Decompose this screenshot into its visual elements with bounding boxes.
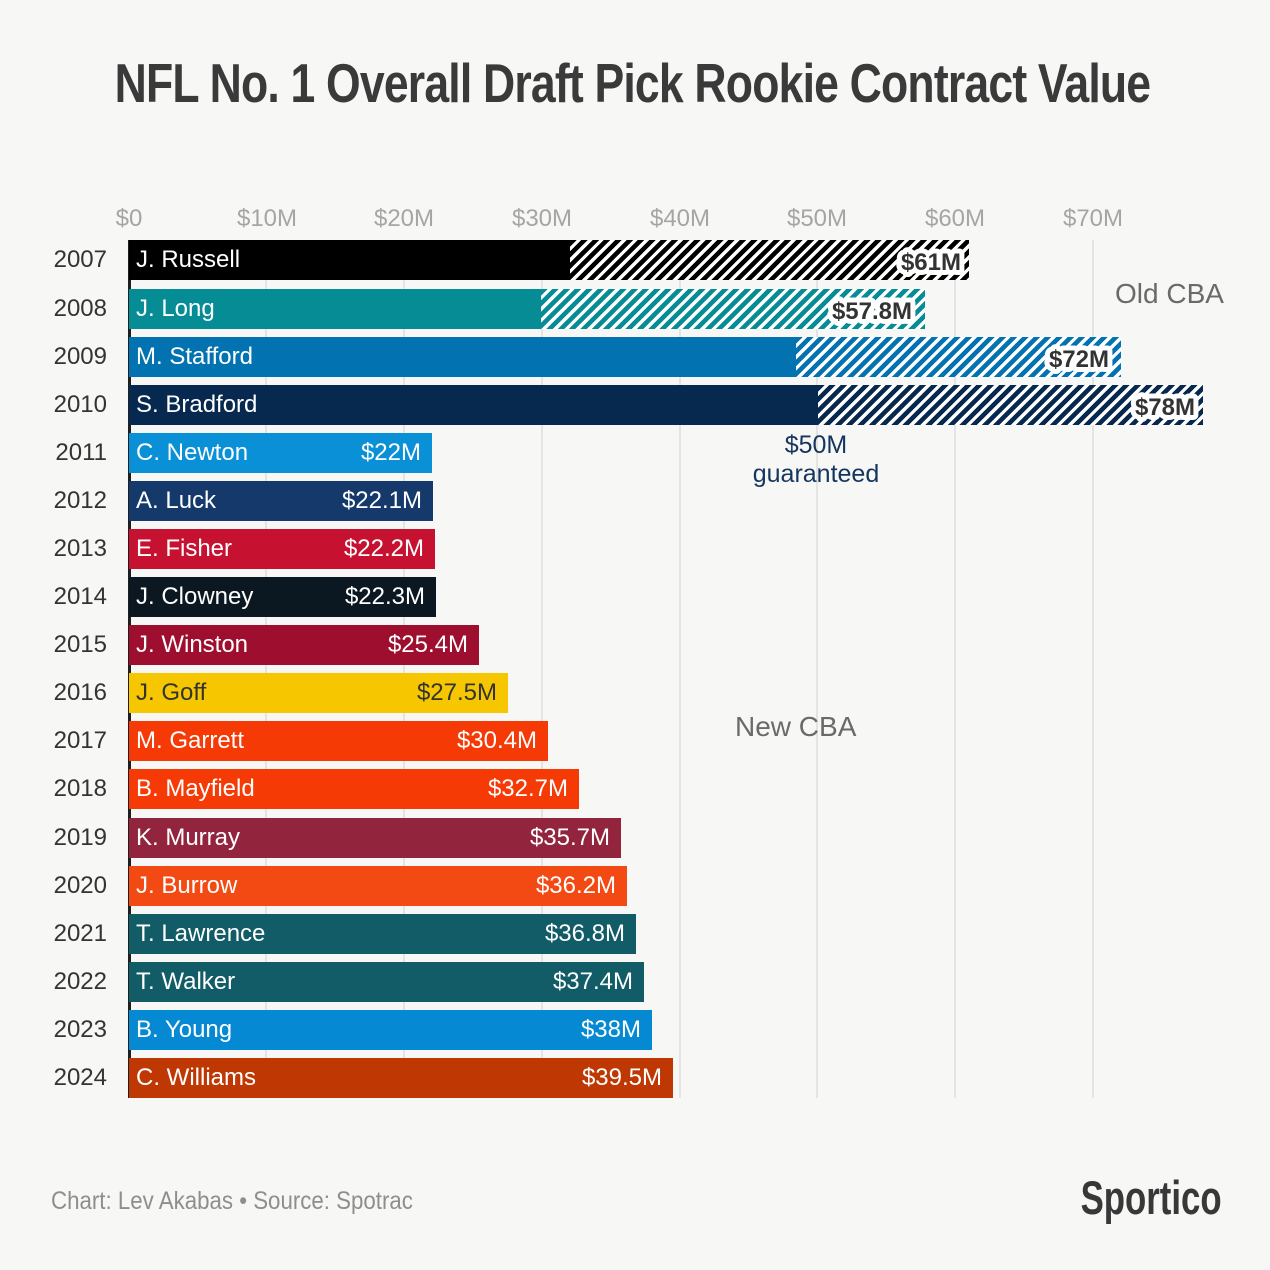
svg-text:$57.8M: $57.8M [832, 298, 912, 325]
svg-text:$78M: $78M [1135, 394, 1195, 421]
svg-text:$61M: $61M [901, 249, 961, 276]
svg-text:$72M: $72M [1049, 346, 1109, 373]
